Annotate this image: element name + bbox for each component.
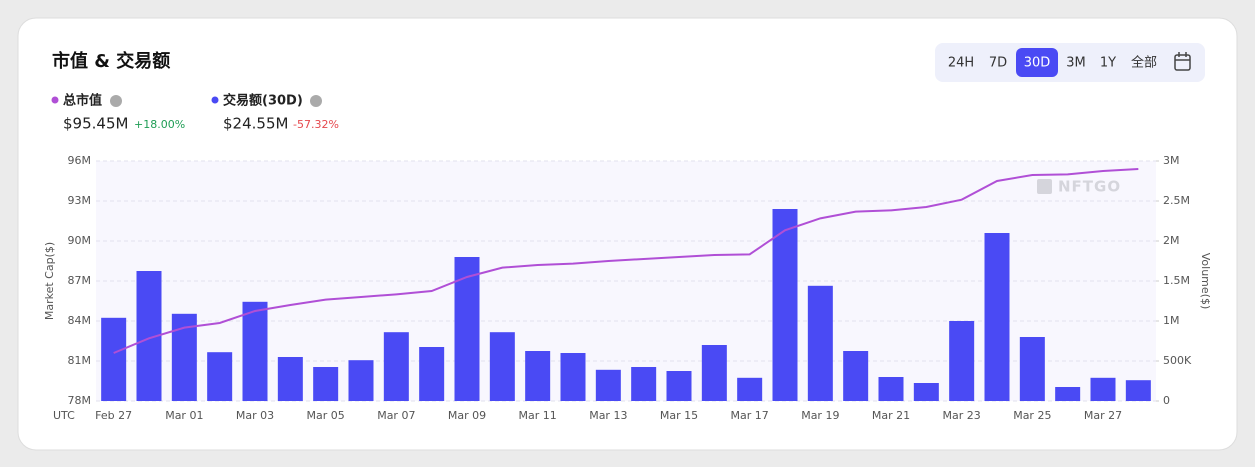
bar — [560, 353, 586, 401]
bar — [595, 369, 621, 401]
bar — [454, 257, 480, 401]
x-tick-label: Mar 15 — [660, 409, 698, 422]
range-button[interactable]: 30D — [1024, 56, 1051, 71]
x-tick-label: Mar 21 — [872, 409, 910, 422]
bar — [277, 357, 303, 401]
x-tick-label: Mar 11 — [519, 409, 557, 422]
range-group — [935, 43, 1205, 82]
y2-tick-label: 2M — [1163, 234, 1180, 247]
range-button-bg — [1016, 48, 1058, 77]
bar — [701, 345, 727, 401]
bar — [383, 332, 409, 401]
y-tick-label: 84M — [68, 314, 92, 327]
bar — [984, 233, 1010, 401]
bar — [313, 367, 339, 401]
bar — [807, 285, 833, 401]
x-timezone: UTC — [53, 409, 75, 422]
x-tick-label: Mar 07 — [377, 409, 415, 422]
range-button[interactable]: 3M — [1066, 56, 1086, 71]
y-tick-label: 93M — [68, 194, 92, 207]
info-icon — [310, 95, 322, 107]
stat-value: $95.45M — [63, 115, 128, 133]
y2-tick-label: 3M — [1163, 154, 1180, 167]
x-tick-label: Mar 23 — [943, 409, 981, 422]
legend-dot — [211, 96, 219, 104]
stat-label: 总市值 — [63, 93, 102, 109]
title: 市值 & 交易额 — [52, 50, 170, 72]
stat-change: -57.32% — [293, 118, 339, 131]
x-tick-label: Mar 27 — [1084, 409, 1122, 422]
x-tick-label: Mar 01 — [165, 409, 203, 422]
range-button[interactable]: 1Y — [1100, 56, 1116, 71]
bar — [525, 351, 551, 401]
bar — [878, 377, 904, 401]
bar — [666, 371, 692, 401]
bar — [1125, 380, 1151, 401]
y2-tick-label: 0 — [1163, 394, 1170, 407]
x-tick-label: Feb 27 — [95, 409, 132, 422]
bar — [737, 377, 763, 401]
bar — [489, 332, 515, 401]
y-tick-label: 90M — [68, 234, 92, 247]
bar — [631, 367, 657, 401]
stat-label: 交易额(30D) — [223, 93, 303, 109]
bar — [913, 383, 939, 401]
y-tick-label: 81M — [68, 354, 92, 367]
x-tick-label: Mar 09 — [448, 409, 486, 422]
x-tick-label: Mar 05 — [307, 409, 345, 422]
bar — [242, 301, 268, 401]
bar — [348, 360, 374, 401]
bar — [101, 317, 127, 401]
y-tick-label: 87M — [68, 274, 92, 287]
range-button[interactable]: 24H — [948, 56, 974, 71]
x-tick-label: Mar 17 — [731, 409, 769, 422]
watermark: NFTGO — [1058, 178, 1121, 196]
watermark-icon — [1037, 179, 1052, 194]
y2-tick-label: 1M — [1163, 314, 1180, 327]
bar — [1019, 337, 1045, 401]
y2-axis-label: Volume($) — [1199, 253, 1212, 310]
y-tick-label: 78M — [68, 394, 92, 407]
bar — [1090, 377, 1116, 401]
info-icon — [110, 95, 122, 107]
line — [113, 168, 1139, 354]
y-axis-label: Market Cap($) — [43, 242, 56, 320]
x-tick-label: Mar 13 — [589, 409, 627, 422]
calendar-icon[interactable] — [1174, 52, 1191, 71]
y2-tick-label: 2.5M — [1163, 194, 1190, 207]
range-button[interactable]: 7D — [989, 56, 1007, 71]
x-tick-label: Mar 19 — [801, 409, 839, 422]
y-tick-label: 96M — [68, 154, 92, 167]
bar — [843, 351, 869, 401]
bar — [772, 209, 798, 401]
stat-value: $24.55M — [223, 115, 288, 133]
x-tick-label: Mar 25 — [1013, 409, 1051, 422]
bar — [949, 321, 975, 401]
bar — [207, 352, 233, 401]
bar — [419, 347, 445, 401]
stat-change: +18.00% — [134, 118, 185, 131]
bar — [1055, 387, 1081, 401]
y2-tick-label: 500K — [1163, 354, 1192, 367]
legend-dot — [51, 96, 59, 104]
range-button[interactable]: 全部 — [1131, 55, 1157, 71]
y2-tick-label: 1.5M — [1163, 274, 1190, 287]
x-tick-label: Mar 03 — [236, 409, 274, 422]
